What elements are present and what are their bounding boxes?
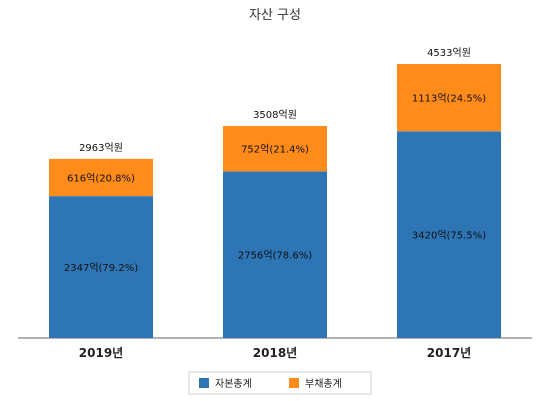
- bars-group: 2347억(79.2%) 616억(20.8%) 2963억원 2019년 2756억(…: [49, 47, 501, 360]
- data-label-equity-3: 3420억(75.5%): [412, 230, 486, 242]
- x-tick-label-2: 2018년: [253, 346, 297, 360]
- total-label-2: 3508억원: [253, 109, 297, 121]
- data-label-equity-1: 2347억(79.2%): [64, 262, 138, 274]
- bar-equity-3: [397, 131, 501, 338]
- data-label-liabilities-1: 616억(20.8%): [67, 173, 135, 185]
- legend-label-liabilities: 부채총계: [305, 378, 342, 390]
- total-label-3: 4533억원: [427, 47, 471, 59]
- legend-label-equity: 자본총계: [215, 378, 252, 390]
- bar-liabilities-2: [223, 125, 327, 172]
- bar-liabilities-1: [49, 158, 153, 197]
- legend-box: [188, 371, 372, 395]
- data-label-equity-2: 2756억(78.6%): [238, 250, 312, 262]
- legend-swatch-liabilities: [289, 378, 299, 388]
- data-label-liabilities-2: 752억(21.4%): [241, 144, 309, 156]
- bar-liabilities-3: [397, 64, 501, 132]
- bar-equity-1: [49, 196, 153, 338]
- data-label-liabilities-3: 1113억(24.5%): [412, 93, 486, 105]
- total-label-1: 2963억원: [79, 142, 123, 154]
- legend-swatch-equity: [199, 378, 209, 388]
- x-tick-label-3: 2017년: [427, 346, 471, 360]
- legend: 자본총계 부채총계: [188, 371, 372, 395]
- bar-equity-2: [223, 171, 327, 338]
- chart-title: 자산 구성: [249, 8, 301, 23]
- x-tick-label-1: 2019년: [79, 346, 123, 360]
